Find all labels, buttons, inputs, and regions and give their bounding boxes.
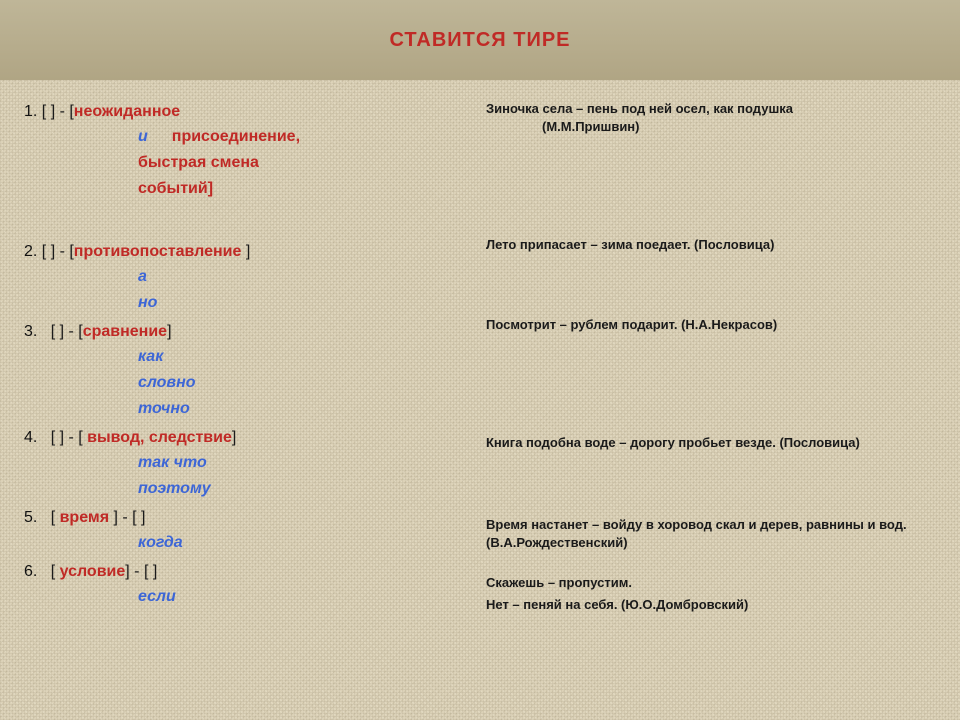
example-text: Посмотрит – рублем подарит. (Н.А.Некрасо…	[486, 317, 777, 332]
rule-5: 5. [ время ] - [ ] когда	[18, 506, 474, 556]
example-text: Скажешь – пропустим.	[486, 575, 632, 590]
rule-keyword: время	[60, 509, 109, 526]
content-columns: 1. [ ] - [неожиданное иприсоединение, бы…	[18, 100, 942, 712]
schema-post: ]	[232, 429, 236, 446]
schema-post: ]	[167, 323, 171, 340]
rule-conj: когда	[18, 530, 474, 556]
rule-head: 6. [ условие] - [ ]	[18, 560, 474, 584]
rule-conj: если	[18, 584, 474, 610]
example-text: Зиночка села – пень под ней осел, как по…	[486, 101, 793, 116]
example-2: Лето припасает – зима поедает. (Пословиц…	[486, 236, 942, 254]
schema-pre: [ ] - [	[42, 243, 74, 260]
spacer	[486, 556, 942, 574]
slide: СТАВИТСЯ ТИРЕ 1. [ ] - [неожиданное ипри…	[0, 0, 960, 720]
example-text: Нет – пеняй на себя. (Ю.О.Домбровский)	[486, 597, 748, 612]
example-text: Книга подобна воде – дорогу пробьет везд…	[486, 435, 860, 450]
rule-number: 2.	[24, 243, 37, 260]
rule-cont: событий]	[18, 176, 474, 202]
rule-number: 1.	[24, 103, 37, 120]
rule-keyword: условие	[60, 563, 126, 580]
example-4: Книга подобна воде – дорогу пробьет везд…	[486, 434, 942, 452]
title-bar: СТАВИТСЯ ТИРЕ	[0, 0, 960, 80]
rule-cont: и присоединение,	[18, 124, 474, 150]
rule-keyword: противопоставление	[74, 243, 246, 260]
spacer	[486, 338, 942, 434]
rule-cont-text: событий]	[138, 180, 213, 197]
spacer	[486, 258, 942, 316]
schema-post: ]	[246, 243, 250, 260]
schema-pre: [	[51, 563, 60, 580]
spacer	[486, 456, 942, 516]
rule-number: 4.	[24, 429, 37, 446]
example-text: Лето припасает – зима поедает. (Пословиц…	[486, 237, 774, 252]
example-6: Скажешь – пропустим.	[486, 574, 942, 592]
rule-number: 6.	[24, 563, 37, 580]
rule-conj: как	[18, 344, 474, 370]
rule-2: 2. [ ] - [противопоставление ] а но	[18, 240, 474, 316]
rule-head: 1. [ ] - [неожиданное	[18, 100, 474, 124]
rule-conj: и	[138, 128, 148, 145]
rule-4: 4. [ ] - [ вывод, следствие] так что поэ…	[18, 426, 474, 502]
schema-pre: [ ] - [	[42, 103, 74, 120]
rule-cont-text: быстрая смена	[138, 154, 259, 171]
rule-head: 2. [ ] - [противопоставление ]	[18, 240, 474, 264]
rule-head: 3. [ ] - [сравнение]	[18, 320, 474, 344]
rule-head: 4. [ ] - [ вывод, следствие]	[18, 426, 474, 450]
example-5: Время настанет – войду в хоровод скал и …	[486, 516, 942, 552]
rule-conj: так что	[18, 450, 474, 476]
spacer	[18, 206, 474, 240]
schema-post: ] - [ ]	[125, 563, 157, 580]
rule-conj: но	[18, 290, 474, 316]
example-1: Зиночка села – пень под ней осел, как по…	[486, 100, 942, 136]
rule-6: 6. [ условие] - [ ] если	[18, 560, 474, 610]
slide-title: СТАВИТСЯ ТИРЕ	[389, 29, 570, 52]
schema-pre: [ ] - [	[51, 323, 83, 340]
rule-conj: словно	[18, 370, 474, 396]
schema-pre: [ ] - [	[51, 429, 87, 446]
example-3: Посмотрит – рублем подарит. (Н.А.Некрасо…	[486, 316, 942, 334]
schema-pre: [	[51, 509, 60, 526]
example-source: (М.М.Пришвин)	[486, 118, 942, 136]
rule-number: 5.	[24, 509, 37, 526]
rule-keyword: вывод, следствие	[87, 429, 232, 446]
example-7: Нет – пеняй на себя. (Ю.О.Домбровский)	[486, 596, 942, 614]
example-text: Время настанет – войду в хоровод скал и …	[486, 517, 907, 550]
rule-number: 3.	[24, 323, 37, 340]
rules-column: 1. [ ] - [неожиданное иприсоединение, бы…	[18, 100, 480, 712]
rule-keyword: неожиданное	[74, 103, 180, 120]
rule-conj: а	[18, 264, 474, 290]
rule-conj: поэтому	[18, 476, 474, 502]
rule-3: 3. [ ] - [сравнение] как словно точно	[18, 320, 474, 422]
rule-keyword: сравнение	[83, 323, 167, 340]
spacer	[486, 140, 942, 236]
schema-post: ] - [ ]	[109, 509, 145, 526]
rule-conj: точно	[18, 396, 474, 422]
rule-cont-text: присоединение,	[172, 128, 300, 145]
examples-column: Зиночка села – пень под ней осел, как по…	[480, 100, 942, 712]
rule-1: 1. [ ] - [неожиданное и присоединение, бы…	[18, 100, 474, 202]
rule-head: 5. [ время ] - [ ]	[18, 506, 474, 530]
rule-cont: быстрая смена	[18, 150, 474, 176]
